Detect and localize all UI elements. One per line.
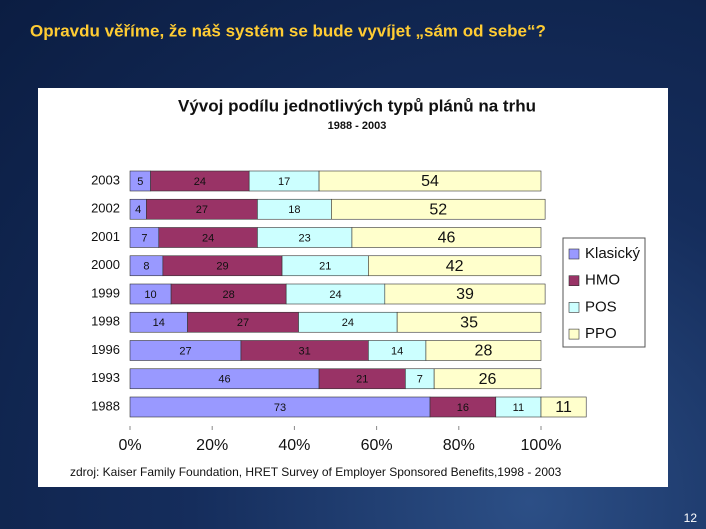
bar-segment: [425, 340, 542, 361]
y-tick-label: 2001: [91, 229, 120, 244]
value-label: 42: [446, 258, 464, 275]
value-label: 31: [299, 345, 311, 357]
value-label: 14: [391, 345, 403, 357]
value-label: 23: [299, 232, 311, 244]
value-label: 4: [135, 204, 141, 216]
source: zdroj: Kaiser Family Foundation, HRET Su…: [70, 465, 562, 479]
value-label: 24: [342, 317, 354, 329]
value-label: 28: [223, 289, 235, 301]
legend-swatch: [568, 302, 580, 313]
value-label: 10: [144, 289, 156, 301]
value-label: 24: [202, 232, 214, 244]
y-tick-label: 1998: [91, 314, 120, 329]
value-label: 39: [456, 286, 474, 303]
bar-segment: [318, 170, 542, 192]
value-label: 16: [457, 402, 469, 414]
value-label: 21: [319, 261, 331, 273]
bar-segment: [396, 311, 542, 333]
legend-label: POS: [585, 298, 617, 315]
y-tick-label: 1996: [91, 342, 120, 357]
value-label: 46: [438, 230, 456, 247]
value-label: 26: [479, 371, 497, 388]
value-label: 24: [194, 176, 206, 188]
slide-title: Opravdu věříme, že náš systém se bude vy…: [30, 21, 546, 40]
value-label: 27: [237, 317, 249, 329]
bar-segment: [368, 255, 542, 277]
value-label: 35: [460, 314, 478, 331]
bar-segment: [384, 283, 546, 305]
x-tick-label: 20%: [196, 437, 228, 454]
legend-swatch: [568, 275, 580, 287]
page-number: 12: [684, 511, 698, 525]
value-label: 73: [274, 402, 286, 414]
y-tick-label: 1988: [91, 398, 120, 413]
legend-swatch: [568, 248, 580, 260]
value-label: 46: [218, 374, 230, 386]
x-tick-label: 60%: [361, 437, 393, 454]
value-label: 24: [329, 289, 341, 301]
bar-segment: [351, 227, 542, 248]
value-label: 21: [356, 374, 368, 386]
bar-segment: [331, 198, 546, 220]
x-tick-label: 40%: [278, 437, 310, 454]
legend-label: Klasický: [585, 245, 641, 262]
value-label: 7: [141, 232, 147, 244]
y-tick-label: 2000: [91, 257, 120, 272]
value-label: 52: [429, 201, 447, 218]
value-label: 11: [555, 399, 572, 416]
x-tick-label: 0%: [118, 437, 141, 454]
value-label: 17: [278, 176, 290, 188]
x-tick-label: 100%: [521, 437, 562, 454]
bar-segment: [540, 396, 587, 418]
chart-title: Vývoj podílu jednotlivých typů plánů na …: [178, 96, 536, 115]
x-tick-label: 80%: [443, 437, 475, 454]
value-label: 14: [153, 317, 165, 329]
bar-segment: [433, 368, 542, 390]
legend-label: HMO: [585, 272, 620, 289]
y-tick-label: 2002: [91, 201, 120, 216]
value-label: 8: [143, 261, 149, 273]
legend-label: PPO: [585, 325, 617, 342]
chart-subtitle: 1988 - 2003: [328, 120, 387, 132]
value-label: 28: [475, 343, 493, 360]
y-tick-label: 1999: [91, 285, 120, 300]
value-label: 27: [179, 345, 191, 357]
value-label: 54: [421, 173, 439, 190]
value-label: 29: [216, 261, 228, 273]
value-label: 5: [137, 176, 143, 188]
value-label: 27: [196, 204, 208, 216]
value-label: 18: [288, 204, 300, 216]
value-label: 7: [417, 374, 423, 386]
y-tick-label: 2003: [91, 172, 120, 187]
legend-swatch: [568, 328, 580, 340]
y-tick-label: 1993: [91, 370, 120, 385]
value-label: 11: [513, 402, 524, 414]
